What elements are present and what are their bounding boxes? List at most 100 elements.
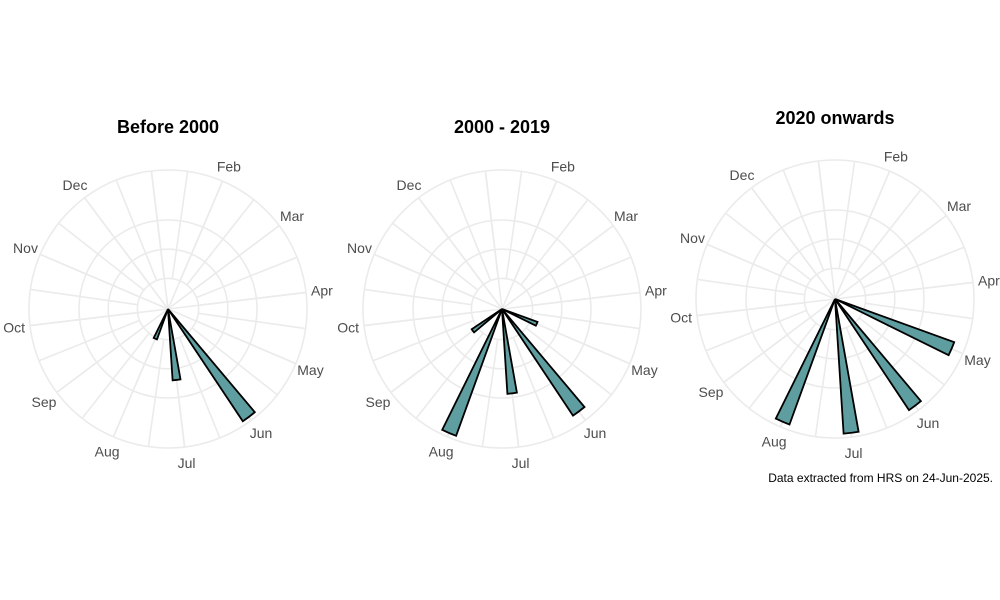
grid-ring [107,248,229,370]
grid-spoke [723,298,836,384]
grid-ring [362,169,642,449]
grid-spoke [838,161,856,269]
grid-spoke [373,253,503,310]
grid-ring [412,219,592,399]
panel-title: 2000 - 2019 [454,117,550,137]
panel-title: 2020 onwards [775,108,894,128]
bar-may [501,308,539,327]
grid-spoke [501,291,641,310]
month-label-apr: Apr [645,282,667,298]
grid-spoke [178,337,221,439]
grid-ring [803,267,867,331]
grid-spoke [449,179,492,281]
grid-spoke [38,319,140,362]
grid-ring [136,277,200,341]
grid-spoke [530,256,632,299]
month-label-nov: Nov [13,240,38,256]
grid-spoke [782,169,825,271]
grid-spoke [167,291,307,310]
grid-spoke [520,199,589,286]
grid-ring [78,219,258,399]
grid-spoke [505,171,523,279]
grid-spoke [167,180,224,310]
grid-spoke [58,222,145,291]
grid-spoke [150,170,169,310]
grid-spoke [834,214,947,300]
month-label-apr: Apr [978,272,1000,288]
month-label-feb: Feb [551,159,575,175]
month-label-jul: Jul [178,455,196,471]
bar-aug [152,308,169,341]
grid-spoke [525,327,612,396]
grid-spoke [372,319,474,362]
month-label-sep: Sep [699,384,724,400]
grid-spoke [814,329,832,437]
month-label-jun: Jun [917,415,940,431]
grid-spoke [29,308,169,327]
grid-spoke [705,309,807,352]
grid-spoke [30,288,138,306]
month-label-dec: Dec [730,167,755,183]
grid-spoke [834,170,891,300]
month-label-may: May [297,362,323,378]
grid-spoke [696,298,836,317]
grid-spoke [750,187,836,300]
month-label-may: May [964,352,990,368]
month-label-jul: Jul [845,445,863,461]
month-label-dec: Dec [397,177,422,193]
grid-spoke [56,308,169,394]
grid-ring [745,209,925,389]
grid-spoke [863,246,965,289]
grid-spoke [481,339,499,447]
grid-spoke [392,222,479,291]
grid-spoke [725,212,812,281]
month-label-sep: Sep [366,394,391,410]
month-label-nov: Nov [680,230,705,246]
grid-spoke [512,337,555,439]
month-label-oct: Oct [3,320,25,336]
month-label-feb: Feb [884,149,908,165]
grid-spoke [171,171,189,279]
grid-spoke [817,160,836,300]
month-label-jul: Jul [512,455,530,471]
grid-ring [774,238,896,360]
grid-spoke [417,197,503,310]
grid-ring [470,277,534,341]
grid-ring [441,248,563,370]
panel-title: Before 2000 [117,117,219,137]
polar-panel-2: 2000 - 2019 Feb Mar Apr May Jun Jul Aug Sep Oct No… [337,117,667,471]
bar-jun [834,298,923,412]
grid-spoke [501,180,558,310]
month-label-jun: Jun [584,425,607,441]
bar-jul [501,308,518,395]
bar-jul [834,298,860,435]
month-label-nov: Nov [347,240,372,256]
grid-spoke [532,312,640,330]
grid-ring [28,169,308,449]
bar-jun [167,308,257,423]
month-label-mar: Mar [280,208,304,224]
bar-may [834,298,956,357]
month-label-may: May [631,362,657,378]
grid-spoke [39,253,169,310]
grid-spoke [191,327,278,396]
month-label-aug: Aug [95,444,120,460]
bar-jul [167,308,182,382]
month-label-dec: Dec [63,177,88,193]
month-label-feb: Feb [217,159,241,175]
grid-spoke [196,256,298,299]
month-label-mar: Mar [614,208,638,224]
bar-sep [470,308,503,334]
grid-spoke [186,199,255,286]
grid-spoke [147,339,165,447]
month-label-aug: Aug [762,434,787,450]
grid-spoke [167,224,280,310]
grid-spoke [858,317,945,386]
month-label-jun: Jun [250,425,273,441]
grid-ring [695,159,975,439]
grid-spoke [115,179,158,281]
grid-spoke [697,278,805,296]
grid-spoke [484,170,503,310]
data-source-caption: Data extracted from HRS on 24-Jun-2025. [768,471,993,485]
